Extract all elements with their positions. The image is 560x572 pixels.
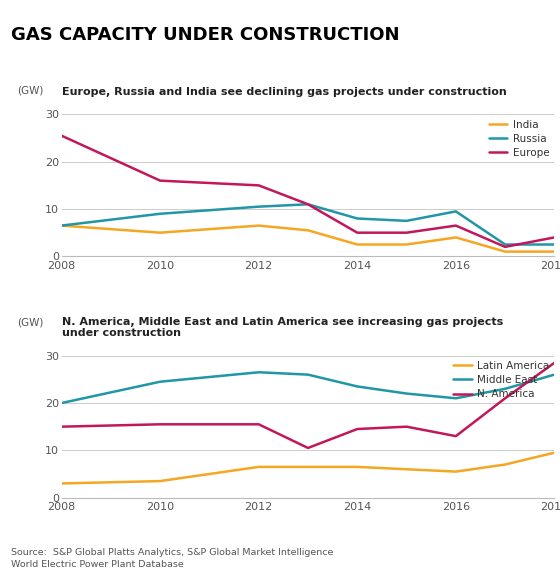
Europe — [305, 201, 311, 208]
Russia — [305, 201, 311, 208]
Line: N. America: N. America — [62, 363, 554, 448]
India — [502, 248, 508, 255]
Europe — [255, 182, 262, 189]
Text: N. America, Middle East and Latin America see increasing gas projects
under cons: N. America, Middle East and Latin Americ… — [62, 317, 503, 338]
Middle East — [551, 371, 558, 378]
Middle East — [452, 395, 459, 402]
Russia — [58, 222, 65, 229]
Russia — [157, 210, 164, 217]
N. America — [551, 359, 558, 366]
Russia — [255, 203, 262, 210]
Middle East — [157, 378, 164, 385]
Middle East — [354, 383, 361, 390]
Line: India: India — [62, 225, 554, 252]
Latin America — [255, 463, 262, 470]
N. America — [305, 444, 311, 451]
Middle East — [58, 400, 65, 407]
Legend: India, Russia, Europe: India, Russia, Europe — [489, 120, 549, 158]
Text: (GW): (GW) — [17, 86, 44, 96]
N. America — [502, 395, 508, 402]
India — [157, 229, 164, 236]
Text: GAS CAPACITY UNDER CONSTRUCTION: GAS CAPACITY UNDER CONSTRUCTION — [11, 26, 400, 43]
Text: (GW): (GW) — [17, 317, 44, 327]
Line: Middle East: Middle East — [62, 372, 554, 403]
Europe — [58, 132, 65, 139]
Middle East — [403, 390, 410, 397]
Europe — [403, 229, 410, 236]
Legend: Latin America, Middle East, N. America: Latin America, Middle East, N. America — [453, 361, 549, 399]
Text: Source:  S&P Global Platts Analytics, S&P Global Market Intelligence
World Elect: Source: S&P Global Platts Analytics, S&P… — [11, 549, 334, 569]
Latin America — [502, 461, 508, 468]
Latin America — [551, 449, 558, 456]
Line: Russia: Russia — [62, 204, 554, 244]
India — [255, 222, 262, 229]
Russia — [551, 241, 558, 248]
Line: Latin America: Latin America — [62, 452, 554, 483]
Latin America — [403, 466, 410, 472]
Text: Europe, Russia and India see declining gas projects under construction: Europe, Russia and India see declining g… — [62, 87, 506, 97]
India — [305, 227, 311, 234]
India — [354, 241, 361, 248]
Europe — [502, 244, 508, 251]
Middle East — [305, 371, 311, 378]
Russia — [354, 215, 361, 222]
India — [551, 248, 558, 255]
India — [58, 222, 65, 229]
Latin America — [452, 468, 459, 475]
Middle East — [502, 386, 508, 392]
Russia — [452, 208, 459, 215]
Latin America — [58, 480, 65, 487]
Europe — [354, 229, 361, 236]
Russia — [403, 217, 410, 224]
N. America — [157, 421, 164, 428]
Latin America — [354, 463, 361, 470]
N. America — [255, 421, 262, 428]
Latin America — [305, 463, 311, 470]
N. America — [58, 423, 65, 430]
Line: Europe: Europe — [62, 136, 554, 247]
Middle East — [255, 369, 262, 376]
Europe — [452, 222, 459, 229]
Russia — [502, 241, 508, 248]
Latin America — [157, 478, 164, 484]
Europe — [551, 234, 558, 241]
India — [452, 234, 459, 241]
Europe — [157, 177, 164, 184]
N. America — [403, 423, 410, 430]
India — [403, 241, 410, 248]
N. America — [354, 426, 361, 432]
N. America — [452, 432, 459, 439]
